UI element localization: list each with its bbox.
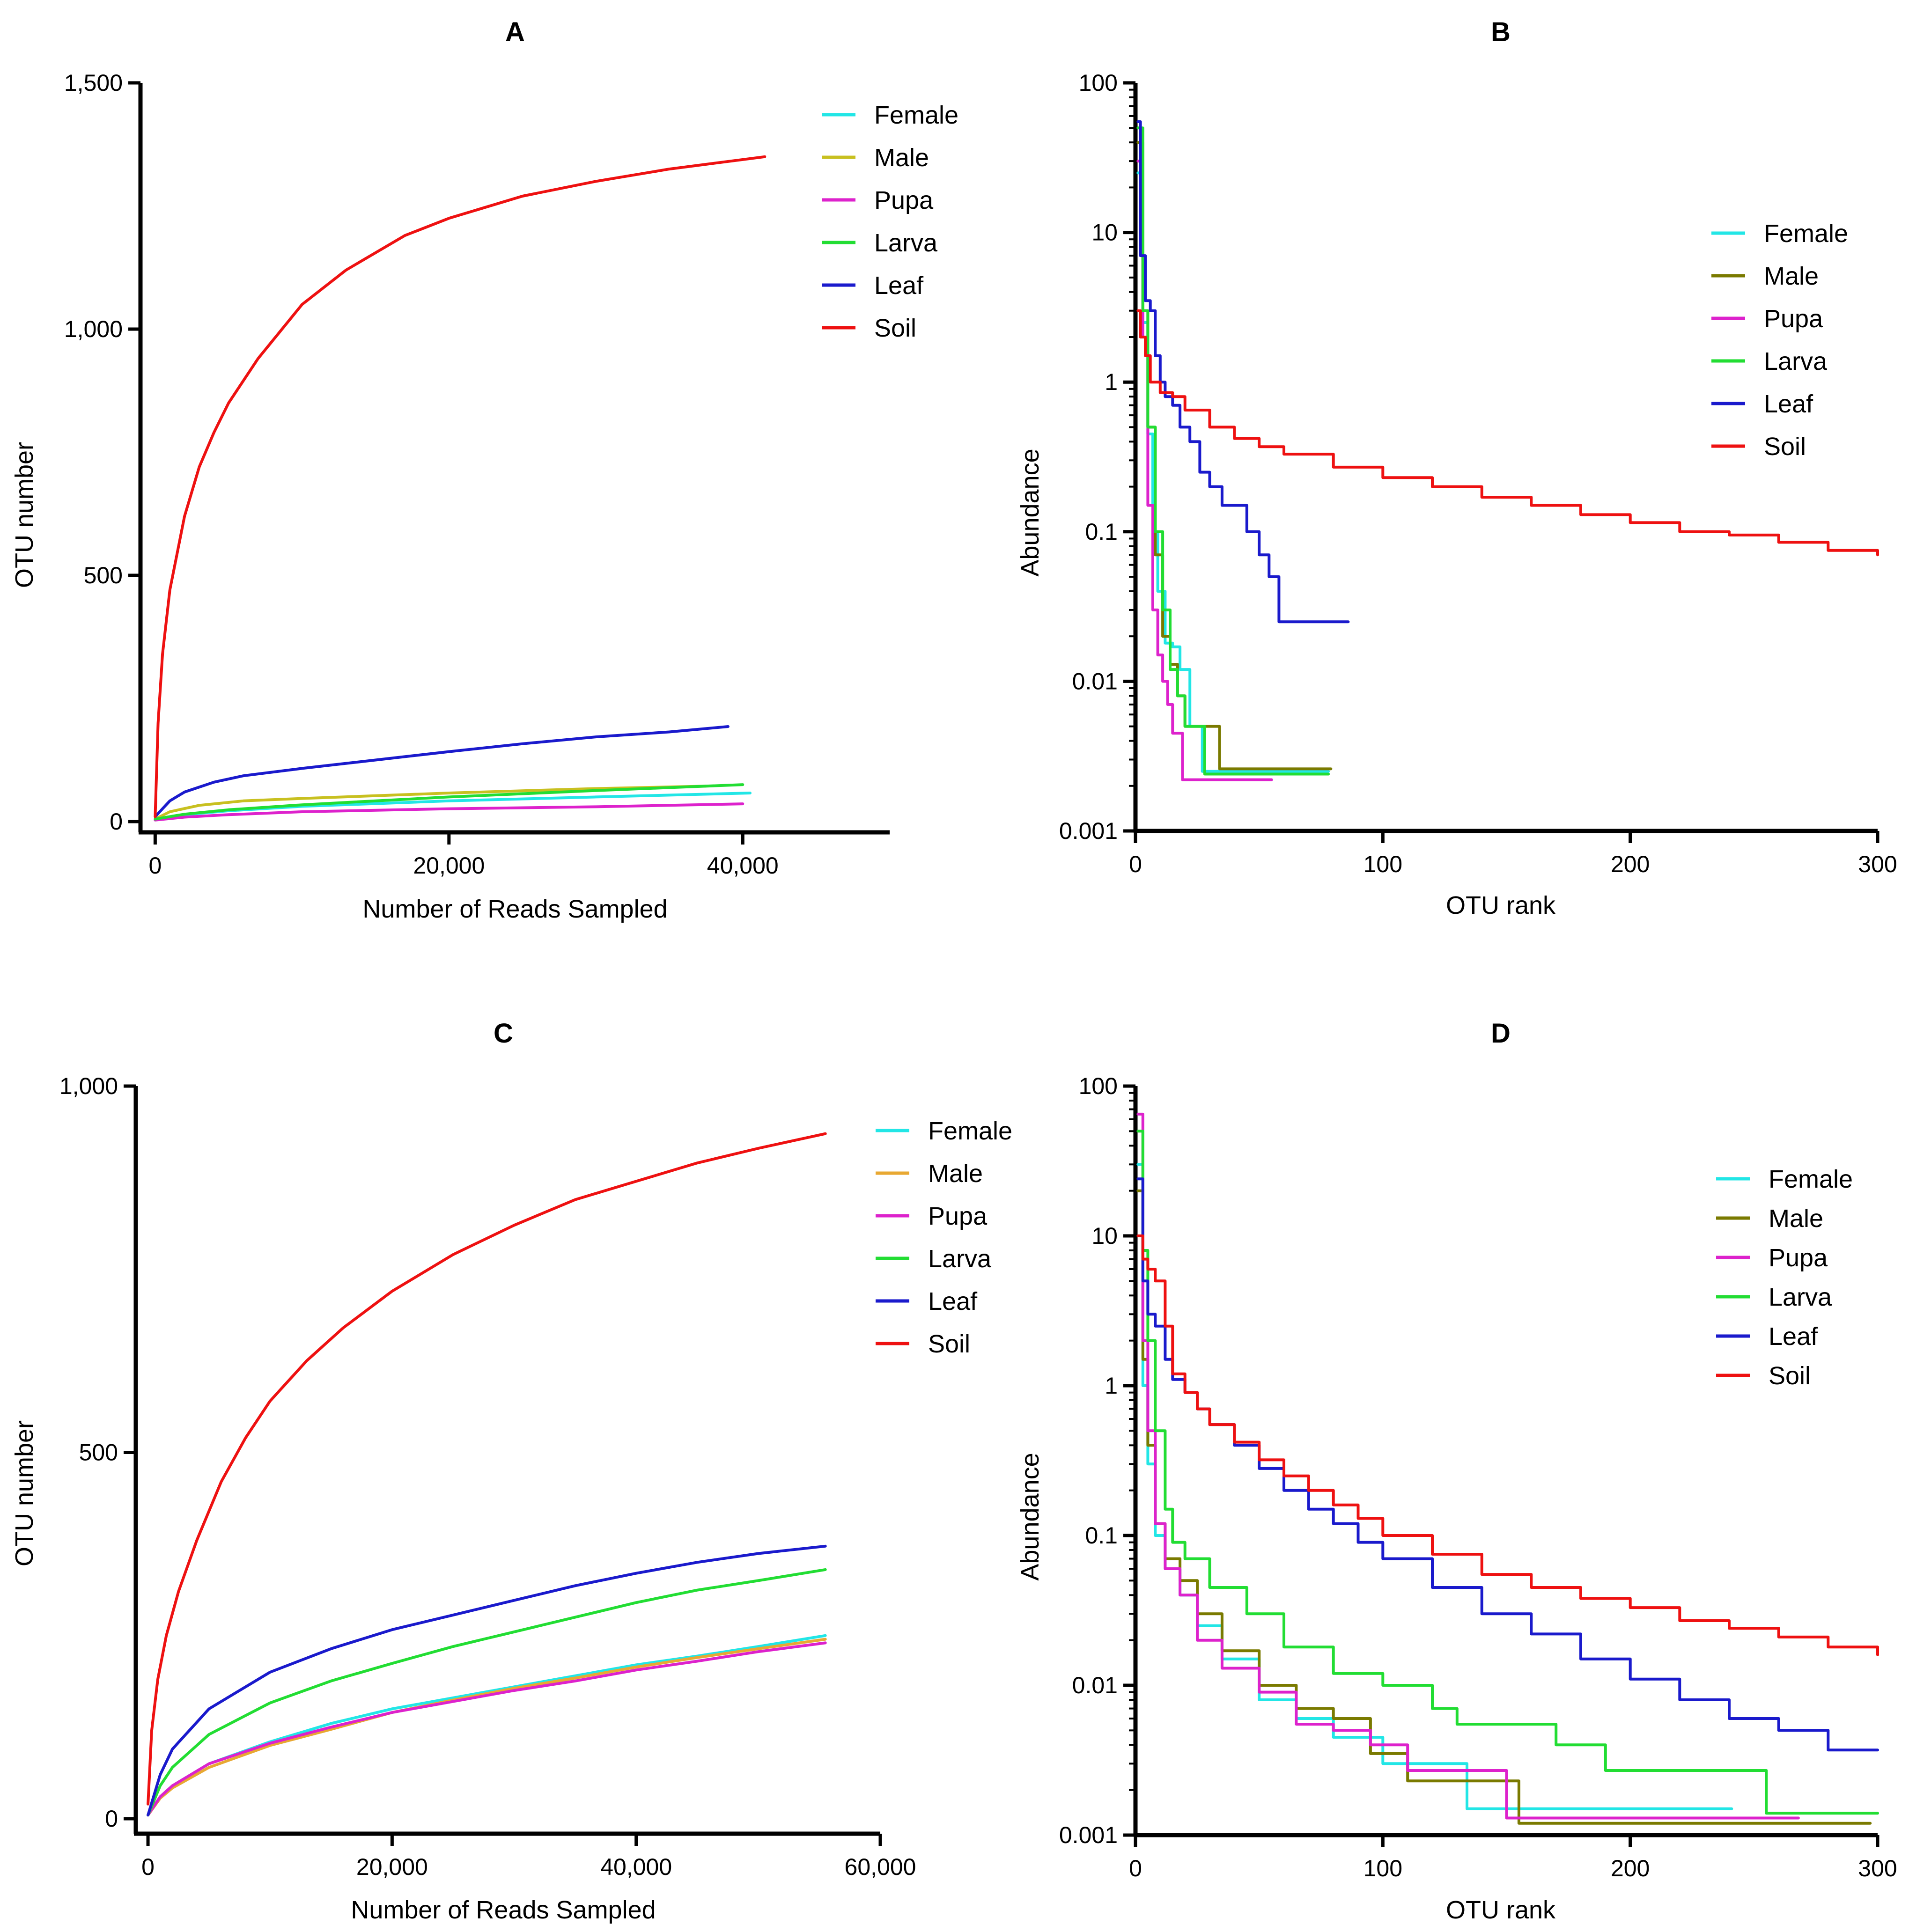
panel-b-xtick-label: 200 xyxy=(1611,851,1650,877)
panel-a-ytick-label: 1,500 xyxy=(64,70,123,96)
panel-a-ytick-label: 500 xyxy=(84,562,123,588)
panel-b-xlabel: OTU rank xyxy=(1446,891,1556,919)
panel-d-ytick-label: 0.001 xyxy=(1059,1822,1118,1848)
panel-a: A Number of Reads Sampled OTU number 0 50… xyxy=(10,17,958,923)
panel-d-plot: 0.001 0.01 0.1 1 10 100 0 100 200 300 Female Male Pu… xyxy=(1059,1073,1897,1881)
panel-c-legend: Female Male Pupa Larva Leaf Soil xyxy=(876,1117,1012,1358)
legend-label-soil: Soil xyxy=(1764,433,1806,461)
legend-label-leaf: Leaf xyxy=(874,272,924,300)
panel-d-series-soil xyxy=(1136,1234,1879,1656)
panel-b-ytick-label: 0.1 xyxy=(1085,519,1118,545)
legend-label-pupa: Pupa xyxy=(1764,305,1823,333)
panel-d-ytick-label: 1 xyxy=(1105,1373,1118,1399)
legend-label-larva: Larva xyxy=(928,1245,992,1273)
panel-d-series-larva xyxy=(1136,1130,1879,1815)
panel-a-ylabel: OTU number xyxy=(10,442,38,588)
panel-b-series-leaf xyxy=(1136,120,1350,624)
panel-d-ytick-label: 0.1 xyxy=(1085,1522,1118,1549)
panel-b-ytick-label: 100 xyxy=(1079,70,1118,96)
panel-b-legend: Female Male Pupa Larva Leaf Soil xyxy=(1711,220,1848,461)
panel-a-series-male xyxy=(154,785,708,821)
panel-a-legend: Female Male Pupa Larva Leaf Soil xyxy=(822,101,958,342)
panel-b-plot: 0.001 0.01 0.1 1 10 100 0 100 200 300 Female Male Pu… xyxy=(1059,70,1897,877)
panel-d-xtick-label: 200 xyxy=(1611,1855,1650,1881)
panel-d-ytick-label: 100 xyxy=(1079,1073,1118,1099)
panel-d-xtick-label: 300 xyxy=(1858,1855,1897,1881)
panel-c-plot: 0 500 1,000 0 20,000 40,000 60,000 Female Male Pu… xyxy=(59,1073,1012,1880)
panel-d-legend: Female Male Pupa Larva Leaf Soil xyxy=(1716,1165,1853,1390)
panel-c: C Number of Reads Sampled OTU number 0 50… xyxy=(10,1018,1012,1924)
legend-label-larva: Larva xyxy=(1769,1283,1832,1311)
panel-b-ytick-label: 0.001 xyxy=(1059,818,1118,844)
legend-label-male: Male xyxy=(874,144,929,172)
panel-a-ytick-label: 1,000 xyxy=(64,316,123,342)
legend-label-leaf: Leaf xyxy=(1764,390,1813,418)
panel-d-xtick-label: 0 xyxy=(1129,1855,1142,1881)
panel-a-series-larva xyxy=(154,783,744,821)
panel-a-series-leaf xyxy=(154,725,730,818)
panel-d-ylabel: Abundance xyxy=(1016,1453,1044,1580)
legend-label-larva: Larva xyxy=(874,229,938,257)
panel-d: D OTU rank Abundance 0.0010.010.11101000… xyxy=(1016,1018,1897,1924)
panel-c-title: C xyxy=(494,1018,513,1049)
panel-c-series-soil xyxy=(147,1132,827,1806)
legend-label-female: Female xyxy=(1764,220,1848,248)
panel-a-plot: 0 500 1,000 1,500 0 20,000 40,000 Female Male Pup… xyxy=(64,70,958,879)
legend-label-pupa: Pupa xyxy=(1769,1244,1828,1272)
panel-b-ytick-label: 1 xyxy=(1105,369,1118,395)
legend-label-female: Female xyxy=(1769,1165,1853,1193)
panel-d-title: D xyxy=(1491,1018,1511,1049)
legend-label-male: Male xyxy=(1764,262,1819,290)
panel-a-ytick-label: 0 xyxy=(110,808,123,835)
panel-b-title: B xyxy=(1491,17,1511,47)
legend-label-soil: Soil xyxy=(928,1330,970,1358)
panel-d-xlabel: OTU rank xyxy=(1446,1896,1556,1924)
panel-a-xlabel: Number of Reads Sampled xyxy=(362,895,667,923)
legend-label-leaf: Leaf xyxy=(928,1287,978,1315)
panel-c-ytick-label: 500 xyxy=(79,1440,118,1466)
legend-label-soil: Soil xyxy=(874,314,916,342)
legend-label-female: Female xyxy=(928,1117,1012,1145)
legend-label-pupa: Pupa xyxy=(874,186,934,214)
panel-b-ylabel: Abundance xyxy=(1016,448,1044,576)
panel-b: B OTU rank Abundance 0.0010.010.11101000… xyxy=(1016,17,1897,919)
panel-d-xtick-label: 100 xyxy=(1364,1855,1402,1881)
panel-c-xtick-label: 60,000 xyxy=(845,1854,916,1880)
panel-c-series-larva xyxy=(147,1568,827,1817)
panel-b-xtick-label: 300 xyxy=(1858,851,1897,877)
panel-c-ytick-label: 0 xyxy=(105,1806,118,1832)
panel-c-ytick-label: 1,000 xyxy=(59,1073,118,1099)
legend-label-soil: Soil xyxy=(1769,1362,1811,1390)
panel-b-series-soil xyxy=(1136,309,1879,557)
panel-c-xtick-label: 40,000 xyxy=(600,1854,672,1880)
panel-a-title: A xyxy=(505,17,525,47)
panel-b-xtick-label: 100 xyxy=(1364,851,1402,877)
panel-b-ytick-label: 0.01 xyxy=(1072,668,1118,694)
panel-a-xtick-label: 0 xyxy=(148,852,162,879)
panel-a-xtick-label: 40,000 xyxy=(707,852,779,879)
legend-label-male: Male xyxy=(1769,1205,1823,1233)
panel-b-series-larva xyxy=(1136,126,1330,776)
panel-c-series-leaf xyxy=(147,1544,827,1817)
legend-label-pupa: Pupa xyxy=(928,1202,988,1230)
panel-a-series-pupa xyxy=(154,802,744,822)
panel-a-series-soil xyxy=(154,155,767,818)
panel-b-xtick-label: 0 xyxy=(1129,851,1142,877)
panel-c-series-pupa xyxy=(147,1641,827,1817)
panel-c-xtick-label: 0 xyxy=(141,1854,155,1880)
panel-c-ylabel: OTU number xyxy=(10,1420,38,1566)
panel-a-xtick-label: 20,000 xyxy=(413,852,485,879)
panel-d-ytick-label: 0.01 xyxy=(1072,1672,1118,1698)
legend-label-leaf: Leaf xyxy=(1769,1322,1818,1351)
panel-d-series-leaf xyxy=(1136,1177,1879,1752)
legend-label-female: Female xyxy=(874,101,958,129)
panel-b-ytick-label: 10 xyxy=(1091,220,1118,246)
panel-c-xtick-label: 20,000 xyxy=(356,1854,428,1880)
panel-c-xlabel: Number of Reads Sampled xyxy=(351,1896,656,1924)
panel-d-ytick-label: 10 xyxy=(1091,1223,1118,1249)
legend-label-male: Male xyxy=(928,1160,983,1188)
legend-label-larva: Larva xyxy=(1764,347,1828,375)
